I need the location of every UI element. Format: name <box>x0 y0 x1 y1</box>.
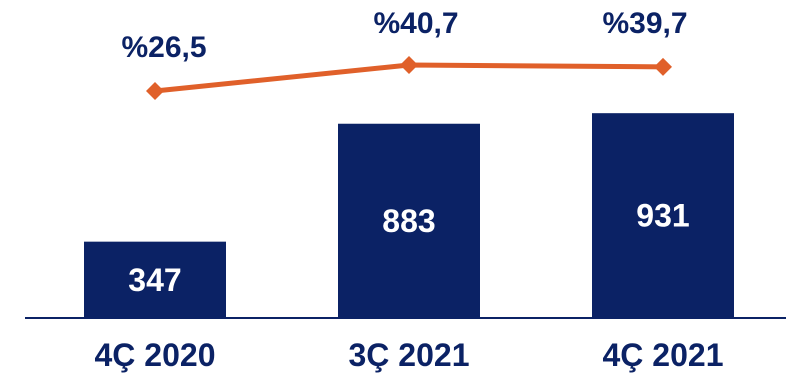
bar-1 <box>84 241 226 318</box>
category-label-3: 4Ç 2021 <box>603 337 724 373</box>
percentage-label-3: %39,7 <box>602 7 687 40</box>
line-marker-2 <box>400 56 418 75</box>
line-marker-1 <box>146 82 164 100</box>
bar-2 <box>338 123 480 319</box>
category-label-2: 3Ç 2021 <box>349 337 470 373</box>
bars-layer <box>84 113 734 319</box>
line-layer <box>146 56 672 100</box>
category-label-1: 4Ç 2020 <box>95 337 216 373</box>
bar-value-label-3: 931 <box>636 198 689 234</box>
bar-value-label-1: 347 <box>128 262 181 298</box>
labels-layer: 347 4Ç 2020 883 3Ç 2021 931 4Ç 2021 %26,5 %40,7… <box>95 7 724 373</box>
line-marker-3 <box>654 57 672 76</box>
bar-value-label-2: 883 <box>382 203 435 239</box>
percentage-label-1: %26,5 <box>121 31 206 64</box>
bar-3 <box>592 113 734 319</box>
percentage-label-2: %40,7 <box>373 7 458 40</box>
